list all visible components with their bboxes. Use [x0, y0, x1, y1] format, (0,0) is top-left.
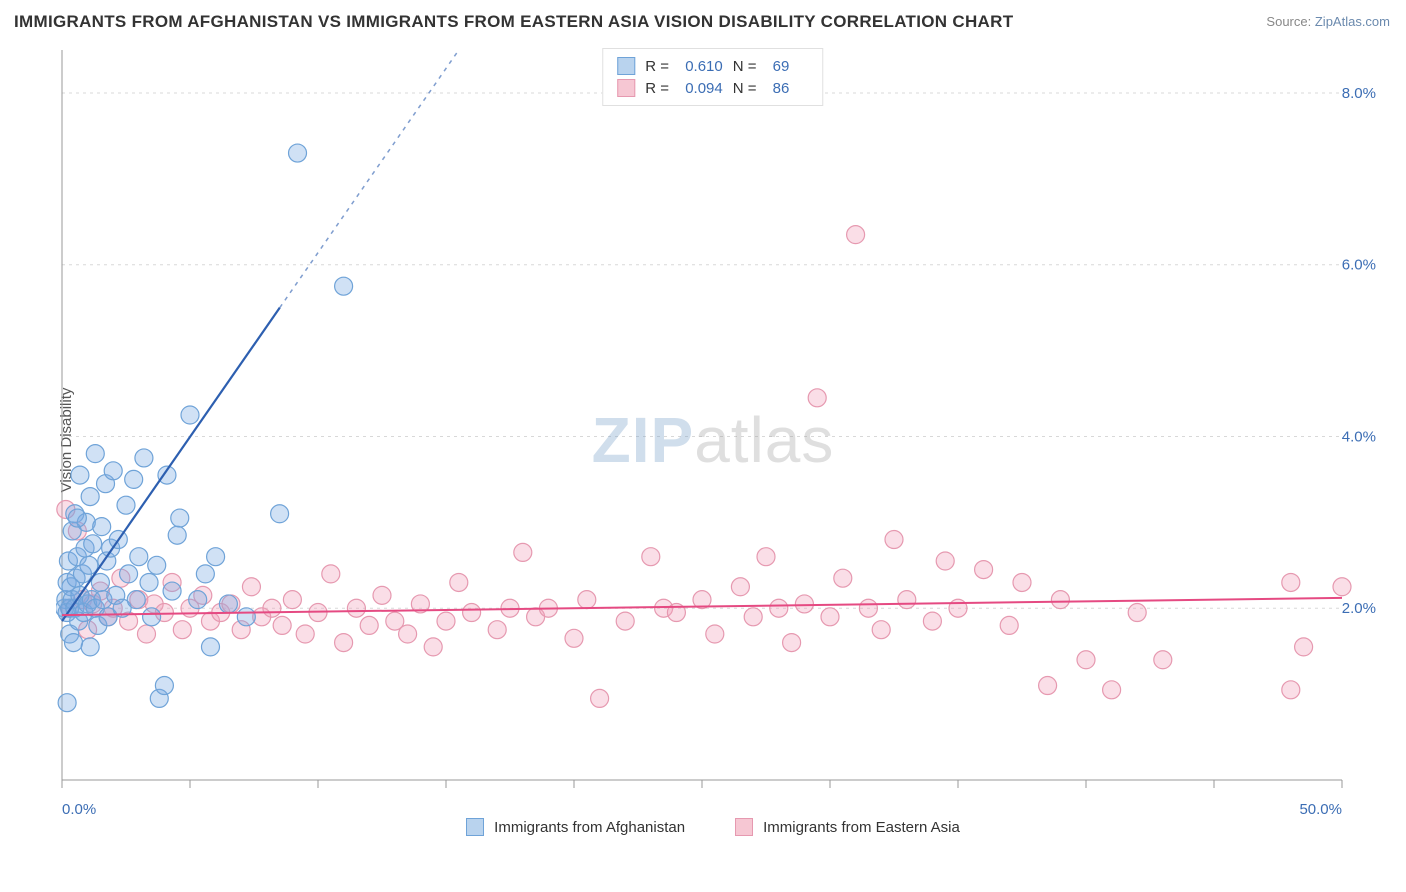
source-prefix: Source:: [1266, 14, 1311, 29]
chart-title: IMMIGRANTS FROM AFGHANISTAN VS IMMIGRANT…: [14, 12, 1013, 32]
r-value-afghanistan: 0.610: [685, 58, 723, 75]
swatch-afghanistan: [466, 818, 484, 836]
correlation-legend: R = 0.610 N = 69 R = 0.094 N = 86: [602, 48, 823, 106]
legend-item-afghanistan: Immigrants from Afghanistan: [466, 818, 685, 836]
svg-text:8.0%: 8.0%: [1342, 85, 1376, 102]
r-value-eastern-asia: 0.094: [685, 80, 723, 97]
swatch-eastern-asia: [617, 79, 635, 97]
chart-container: Vision Disability 2.0%4.0%6.0%8.0%0.0%50…: [38, 40, 1388, 840]
svg-text:2.0%: 2.0%: [1342, 600, 1376, 617]
legend-label-eastern-asia: Immigrants from Eastern Asia: [763, 819, 960, 836]
swatch-eastern-asia: [735, 818, 753, 836]
series-legend: Immigrants from Afghanistan Immigrants f…: [38, 818, 1388, 836]
n-value-eastern-asia: 86: [773, 80, 790, 97]
r-label: R =: [645, 80, 669, 97]
legend-label-afghanistan: Immigrants from Afghanistan: [494, 819, 685, 836]
svg-text:50.0%: 50.0%: [1299, 801, 1342, 818]
legend-row-eastern-asia: R = 0.094 N = 86: [617, 77, 808, 99]
svg-text:4.0%: 4.0%: [1342, 428, 1376, 445]
n-label: N =: [733, 80, 757, 97]
source-link[interactable]: ZipAtlas.com: [1315, 14, 1390, 29]
n-value-afghanistan: 69: [773, 58, 790, 75]
n-label: N =: [733, 58, 757, 75]
legend-row-afghanistan: R = 0.610 N = 69: [617, 55, 808, 77]
legend-item-eastern-asia: Immigrants from Eastern Asia: [735, 818, 960, 836]
svg-text:0.0%: 0.0%: [62, 801, 96, 818]
swatch-afghanistan: [617, 57, 635, 75]
source-attribution: Source: ZipAtlas.com: [1266, 14, 1390, 29]
svg-text:6.0%: 6.0%: [1342, 257, 1376, 274]
scatter-plot: 2.0% 4.0% 6.0% 8.0% 0.0% 50.0%: [56, 40, 1386, 840]
r-label: R =: [645, 58, 669, 75]
